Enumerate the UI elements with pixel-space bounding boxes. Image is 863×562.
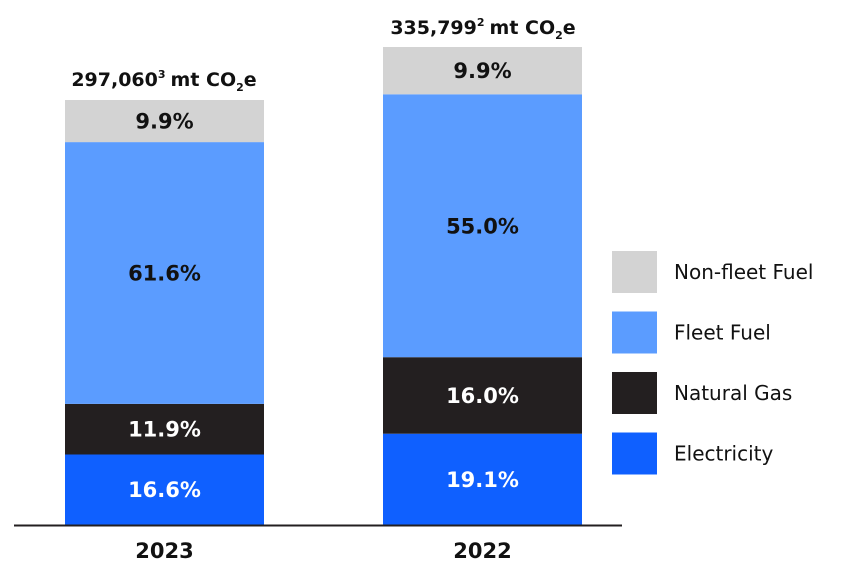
legend-label-non-fleet-fuel: Non-fleet Fuel bbox=[674, 260, 813, 284]
data-label-2022-fleet-fuel: 55.0% bbox=[446, 214, 519, 238]
bar-2023-fleet-fuel bbox=[65, 142, 264, 404]
data-label-2023-fleet-fuel: 61.6% bbox=[128, 262, 201, 286]
data-label-2022-electricity: 19.1% bbox=[446, 468, 519, 492]
bar-2022-electricity bbox=[383, 433, 582, 525]
category-label-2022: 2022 bbox=[453, 539, 511, 562]
legend-label-natural-gas: Natural Gas bbox=[674, 381, 792, 405]
data-label-2023-electricity: 16.6% bbox=[128, 478, 201, 502]
bars-group bbox=[65, 47, 582, 525]
bar-2023-non-fleet-fuel bbox=[65, 100, 264, 143]
bar-2023-natural-gas bbox=[65, 403, 264, 455]
total-label-2022: 335,7992 mt CO2e bbox=[390, 16, 575, 42]
legend-label-electricity: Electricity bbox=[674, 442, 774, 466]
legend-swatch-electricity bbox=[612, 432, 657, 475]
bar-2022-non-fleet-fuel bbox=[383, 47, 582, 95]
legend-label-fleet-fuel: Fleet Fuel bbox=[674, 321, 771, 345]
data-label-2023-natural-gas: 11.9% bbox=[128, 418, 201, 442]
category-labels-group: 2023 2022 bbox=[135, 539, 511, 562]
bar-2023-electricity bbox=[65, 454, 264, 525]
total-labels-group: 297,0603 mt CO2e 335,7992 mt CO2e bbox=[71, 16, 575, 94]
data-label-2022-non-fleet-fuel: 9.9% bbox=[453, 59, 511, 83]
bar-2022-natural-gas bbox=[383, 357, 582, 434]
bar-2022-fleet-fuel bbox=[383, 94, 582, 358]
category-label-2023: 2023 bbox=[135, 539, 193, 562]
data-label-2023-non-fleet-fuel: 9.9% bbox=[135, 110, 193, 134]
legend: Non-fleet Fuel Fleet Fuel Natural Gas Elect… bbox=[612, 251, 813, 475]
total-label-2023: 297,0603 mt CO2e bbox=[71, 68, 256, 94]
legend-swatch-fleet-fuel bbox=[612, 311, 657, 354]
legend-swatch-natural-gas bbox=[612, 372, 657, 414]
segment-labels-group: 16.6% 11.9% 61.6% 9.9% 19.1% 16.0% 55.0% 9.9% bbox=[128, 59, 519, 502]
data-label-2022-natural-gas: 16.0% bbox=[446, 384, 519, 408]
legend-swatch-non-fleet-fuel bbox=[612, 251, 657, 293]
